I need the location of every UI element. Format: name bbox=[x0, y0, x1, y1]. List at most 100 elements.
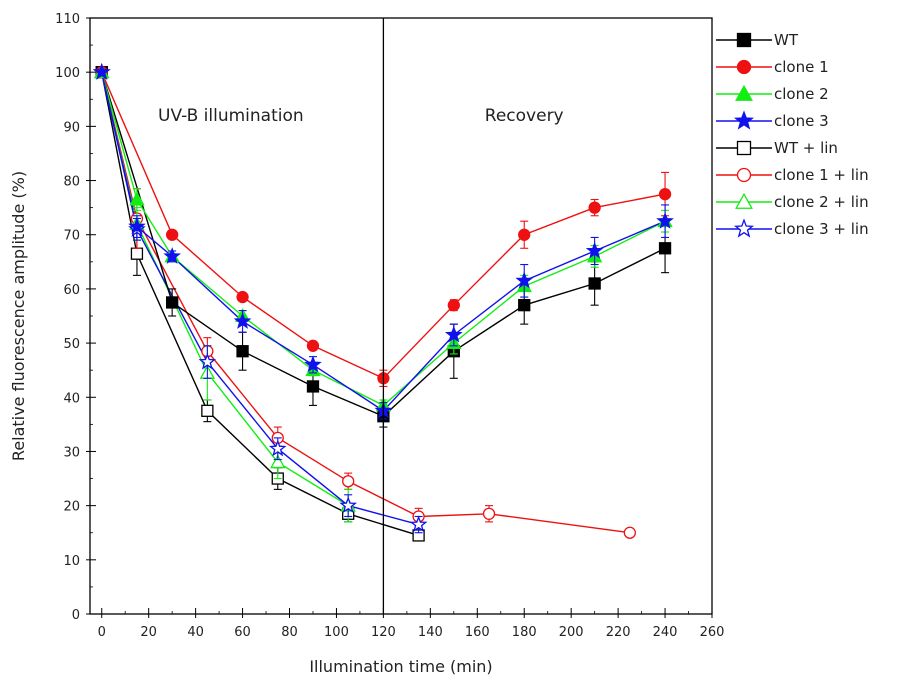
legend: WT clone 1 clone 2 clone 3 WT + lin clone 1 +… bbox=[716, 31, 869, 238]
data-point bbox=[236, 290, 249, 304]
series-line bbox=[101, 72, 349, 507]
legend-item: WT + lin bbox=[716, 139, 838, 157]
x-tick-label: 20 bbox=[140, 625, 157, 640]
series-6 bbox=[101, 72, 349, 507]
y-tick-label: 10 bbox=[63, 554, 80, 569]
series-markers-4 bbox=[95, 66, 425, 542]
x-tick-label: 140 bbox=[418, 625, 443, 640]
y-tick-label: 100 bbox=[55, 66, 80, 81]
x-tick-label: 160 bbox=[465, 625, 490, 640]
legend-marker bbox=[736, 140, 752, 156]
data-point bbox=[130, 247, 144, 260]
data-point bbox=[92, 62, 111, 80]
legend-item: clone 2 + lin bbox=[716, 192, 869, 211]
data-point bbox=[518, 299, 531, 312]
data-point bbox=[201, 404, 214, 417]
series-3 bbox=[101, 72, 666, 412]
data-point bbox=[444, 325, 463, 343]
axes: 0 20 40 60 80 100 120 140 160 180 200 220 240 260 0 10 2… bbox=[55, 12, 724, 640]
data-point bbox=[306, 339, 320, 352]
y-tick-label: 60 bbox=[63, 283, 80, 298]
x-tick-label: 40 bbox=[187, 625, 204, 640]
data-point bbox=[233, 312, 252, 329]
legend-marker bbox=[733, 110, 755, 130]
annotation-recovery: Recovery bbox=[485, 106, 564, 126]
data-point bbox=[658, 242, 672, 255]
data-point bbox=[623, 526, 636, 539]
series-5 bbox=[101, 72, 630, 534]
legend-label: clone 2 bbox=[774, 85, 829, 103]
legend-marker bbox=[736, 59, 752, 75]
legend-label: WT + lin bbox=[774, 139, 838, 157]
x-tick-label: 180 bbox=[512, 625, 537, 640]
data-point bbox=[163, 247, 181, 264]
data-point bbox=[518, 228, 531, 241]
data-point bbox=[585, 241, 604, 259]
legend-marker bbox=[735, 192, 753, 209]
y-tick-label: 50 bbox=[63, 337, 80, 352]
series-line bbox=[101, 72, 630, 534]
legend-marker bbox=[735, 84, 753, 101]
y-tick-label: 90 bbox=[63, 120, 80, 135]
y-tick-label: 20 bbox=[63, 500, 80, 515]
y-tick-label: 30 bbox=[63, 445, 80, 460]
data-point bbox=[166, 296, 179, 309]
data-point bbox=[306, 380, 320, 393]
data-point bbox=[656, 211, 674, 229]
legend-label: clone 3 + lin bbox=[774, 220, 869, 238]
series-line bbox=[101, 72, 666, 412]
series-markers-3 bbox=[92, 62, 674, 420]
x-tick-label: 80 bbox=[281, 625, 298, 640]
legend-item: clone 1 + lin bbox=[716, 166, 869, 184]
data-point bbox=[129, 191, 145, 206]
data-point bbox=[128, 217, 146, 235]
annotation-uvb: UV-B illumination bbox=[158, 106, 304, 126]
data-point bbox=[304, 355, 322, 373]
legend-marker bbox=[736, 167, 752, 183]
data-point bbox=[482, 507, 496, 520]
data-point bbox=[198, 352, 217, 370]
x-tick-label: 120 bbox=[371, 625, 396, 640]
x-tick-label: 60 bbox=[234, 625, 251, 640]
data-point bbox=[515, 271, 534, 289]
x-tick-label: 200 bbox=[559, 625, 584, 640]
series-4 bbox=[101, 72, 419, 537]
legend-item: clone 1 bbox=[716, 58, 829, 76]
data-point bbox=[166, 228, 179, 241]
legend-item: clone 3 bbox=[716, 110, 829, 130]
x-tick-label: 0 bbox=[98, 625, 106, 640]
data-point bbox=[342, 475, 355, 488]
legend-item: clone 2 bbox=[716, 84, 829, 103]
data-point bbox=[588, 201, 601, 214]
data-point bbox=[447, 299, 460, 312]
y-tick-label: 0 bbox=[72, 608, 80, 623]
series-7 bbox=[101, 72, 419, 526]
data-point bbox=[409, 515, 428, 533]
legend-marker bbox=[733, 218, 755, 238]
plot-area bbox=[92, 62, 674, 542]
y-axis-label: Relative fluorescence amplitude (%) bbox=[9, 171, 28, 461]
y-tick-label: 110 bbox=[55, 12, 80, 27]
series-line bbox=[101, 72, 419, 537]
y-tick-label: 70 bbox=[63, 229, 80, 244]
x-tick-label: 100 bbox=[324, 625, 349, 640]
x-axis-label: Illumination time (min) bbox=[309, 657, 492, 676]
legend-label: WT bbox=[774, 31, 799, 49]
data-point bbox=[588, 277, 601, 290]
data-point bbox=[268, 439, 287, 457]
series-markers-6 bbox=[94, 64, 356, 523]
legend-item: clone 3 + lin bbox=[716, 218, 869, 238]
data-point bbox=[339, 496, 358, 514]
data-point bbox=[270, 454, 286, 469]
legend-label: clone 3 bbox=[774, 112, 829, 130]
x-tick-label: 240 bbox=[653, 625, 678, 640]
y-tick-label: 80 bbox=[63, 175, 80, 190]
x-tick-label: 260 bbox=[700, 625, 725, 640]
y-tick-label: 40 bbox=[63, 391, 80, 406]
legend-label: clone 2 + lin bbox=[774, 193, 869, 211]
x-tick-label: 220 bbox=[606, 625, 631, 640]
legend-item: WT bbox=[716, 31, 799, 49]
series-line bbox=[101, 72, 419, 526]
legend-marker bbox=[736, 32, 752, 48]
